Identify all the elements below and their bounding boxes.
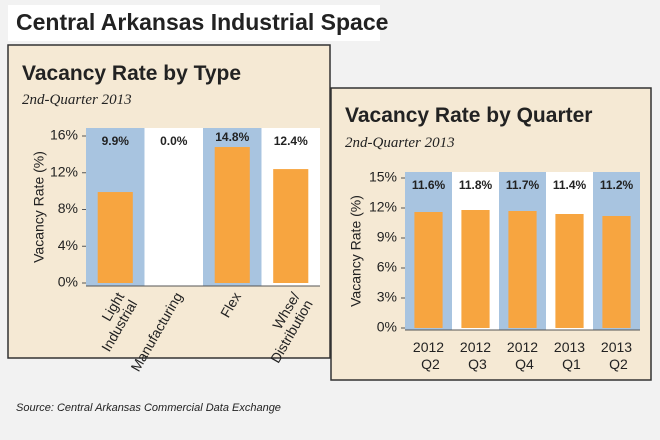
x-tick-label: 2013 Q2 [601,339,632,372]
y-tick-label: 16% [50,127,78,143]
value-label: 12.4% [274,134,308,148]
chart-subtitle: 2nd-Quarter 2013 [22,92,132,108]
bar [214,147,250,283]
chart-title: Vacancy Rate by Type [22,62,241,85]
value-label: 0.0% [160,134,188,148]
bar [555,214,584,328]
bar [461,210,490,328]
bar [97,192,133,283]
value-label: 11.6% [412,178,446,192]
y-tick-label: 4% [58,237,78,253]
bar [273,169,309,283]
y-tick-label: 15% [369,169,397,185]
y-tick-label: 0% [58,274,78,290]
bar [508,211,537,328]
y-tick-label: 6% [377,259,397,275]
x-tick-label: 2012 Q4 [507,339,538,372]
column-band [144,128,203,286]
y-tick-label: 0% [377,319,397,335]
value-label: 11.8% [459,178,493,192]
y-axis-label: Vacancy Rate (%) [31,151,47,263]
value-label: 11.4% [553,178,587,192]
source-note: Source: Central Arkansas Commercial Data… [16,402,281,414]
bar [414,212,443,328]
x-tick-label: 2012 Q3 [460,339,491,372]
y-tick-label: 12% [369,199,397,215]
x-tick-label: 2013 Q1 [554,339,585,372]
value-label: 14.8% [215,130,249,144]
y-tick-label: 8% [58,200,78,216]
y-axis-label: Vacancy Rate (%) [348,195,364,307]
value-label: 9.9% [102,134,130,148]
y-tick-label: 12% [50,163,78,179]
x-tick-label: 2012 Q2 [413,339,444,372]
page-title: Central Arkansas Industrial Space [16,9,388,35]
y-tick-label: 3% [377,289,397,305]
value-label: 11.7% [506,178,540,192]
chart-title: Vacancy Rate by Quarter [345,104,592,127]
chart-subtitle: 2nd-Quarter 2013 [345,135,455,151]
title-box [8,5,380,41]
y-tick-label: 9% [377,229,397,245]
bar [602,216,631,328]
value-label: 11.2% [600,178,634,192]
